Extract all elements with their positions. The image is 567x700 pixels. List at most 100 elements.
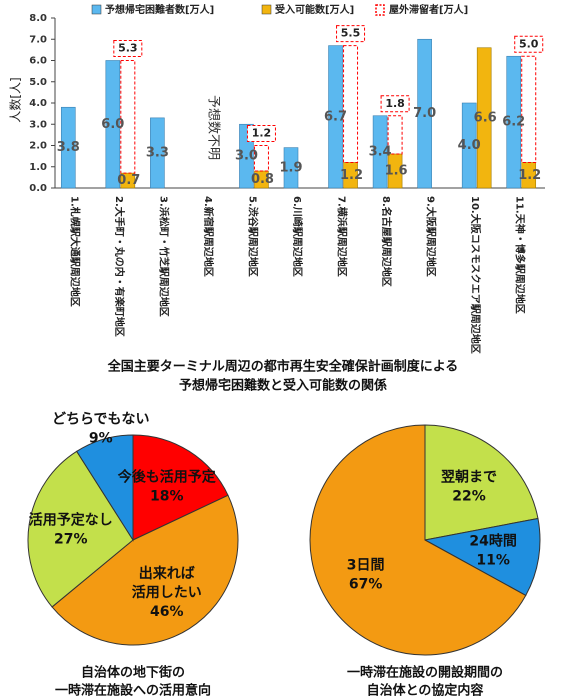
x-tick-label: 9.大阪駅周辺地区 <box>425 196 438 277</box>
bar <box>105 60 121 189</box>
y-tick-label: 0.0 <box>29 183 47 194</box>
y-tick-label: 4.0 <box>29 98 47 109</box>
chart-title: 自治体の地下街の <box>81 665 185 681</box>
value-label: 1.2 <box>340 168 363 183</box>
value-label: 3.3 <box>146 145 169 160</box>
pie-slice <box>27 450 134 608</box>
slice-value-label: 27% <box>54 532 88 548</box>
y-tick-label: 1.0 <box>29 162 47 173</box>
slice-value-label: 67% <box>349 577 383 593</box>
x-tick-label: 3.浜松町・竹芝駅周辺地区 <box>157 196 170 317</box>
legend-swatch <box>91 4 102 15</box>
slice-label: 活用したい <box>132 584 202 601</box>
chart-title: 一時滞在施設の開設期間の <box>347 665 503 681</box>
y-tick-label: 8.0 <box>29 13 47 24</box>
x-tick-label: 2.大手町・丸の内・有楽町地区 <box>113 196 126 337</box>
x-tick-label: 4.新宿駅周辺地区 <box>202 196 215 277</box>
bar <box>120 172 136 189</box>
bar <box>476 47 492 189</box>
outdoor-label: 5.3 <box>118 42 138 55</box>
bar <box>328 45 343 189</box>
chart-title: 予想帰宅困難数と受入可能数の関係 <box>179 378 387 394</box>
x-tick-label: 11.天神・博多駅周辺地区 <box>514 196 527 314</box>
outdoor-label: 5.5 <box>341 27 361 40</box>
value-label: 6.2 <box>502 115 525 130</box>
bar <box>60 106 76 189</box>
outdoor-label-box <box>336 25 366 43</box>
value-label: 3.0 <box>235 149 258 164</box>
value-label: 6.6 <box>474 110 497 125</box>
value-label: 7.0 <box>413 106 436 121</box>
y-tick-label: 7.0 <box>29 34 47 45</box>
slice-label: 出来れば <box>139 565 195 582</box>
outdoor-label-box <box>380 95 410 113</box>
bar <box>461 102 477 189</box>
slice-label: 今後も活用予定 <box>117 468 216 485</box>
outdoor-box <box>521 55 537 163</box>
value-label: 6.0 <box>101 117 124 132</box>
x-tick-label: 1.札幌駅大通駅周辺地区 <box>68 196 81 307</box>
bar <box>283 147 299 189</box>
category-note: 予想数不明 <box>205 95 221 160</box>
chart-title: 全国主要ターミナル周辺の都市再生安全確保計画制度による <box>107 359 459 375</box>
outdoor-label: 1.8 <box>385 97 405 110</box>
chart-title: 自治体との協定内容 <box>367 683 484 699</box>
x-tick-label: 6.川崎駅周辺地区 <box>291 196 304 277</box>
value-label: 4.0 <box>458 138 481 153</box>
bar <box>506 55 522 189</box>
value-label: 0.7 <box>117 173 140 188</box>
outdoor-box <box>387 115 403 155</box>
bar <box>387 153 403 189</box>
bar <box>150 117 165 189</box>
x-tick-label: 10.大阪コスモスクエア駅周辺地区 <box>469 196 482 354</box>
legend-label: 予想帰宅困難者数[万人] <box>105 3 214 16</box>
legend-swatch <box>261 4 272 15</box>
pie-slice <box>132 434 229 541</box>
value-label: 3.8 <box>57 140 80 155</box>
chart-title: 一時滞在施設への活用意向 <box>55 683 211 699</box>
outdoor-box <box>343 45 359 163</box>
y-tick-label: 5.0 <box>29 77 47 88</box>
y-axis-title: 人数[人] <box>8 77 23 122</box>
slice-value-label: 18% <box>150 488 184 504</box>
pie-slice <box>424 424 539 541</box>
slice-value-label: 22% <box>452 488 486 504</box>
legend-label: 屋外滞留者[万人] <box>389 3 468 16</box>
bar <box>372 115 388 189</box>
outdoor-label-box <box>246 125 276 142</box>
slice-label: 24時間 <box>469 532 516 549</box>
x-tick-label: 5.渋谷駅周辺地区 <box>246 196 259 277</box>
y-tick-label: 3.0 <box>29 119 47 130</box>
value-label: 1.6 <box>385 164 408 179</box>
legend-label: 受入可能数[万人] <box>275 3 354 16</box>
y-tick-label: 2.0 <box>29 141 47 152</box>
outdoor-label: 5.0 <box>519 37 539 50</box>
value-label: 0.8 <box>251 172 274 187</box>
value-label: 1.2 <box>518 168 541 183</box>
y-tick-label: 6.0 <box>29 56 47 67</box>
value-label: 6.7 <box>324 109 347 124</box>
pie-slice <box>309 424 527 656</box>
slice-value-label: 9% <box>89 431 113 447</box>
slice-label: 翌朝まで <box>441 468 497 485</box>
slice-value-label: 46% <box>150 604 184 620</box>
pie-slice <box>51 494 239 646</box>
value-label: 3.4 <box>369 144 392 159</box>
outdoor-box <box>253 145 269 172</box>
outdoor-label-box <box>113 40 143 57</box>
bar <box>417 38 432 189</box>
outdoor-label: 1.2 <box>252 127 272 140</box>
legend-swatch <box>375 4 385 16</box>
x-tick-label: 8.名古屋駅周辺地区 <box>380 196 393 287</box>
x-tick-label: 7.横浜駅周辺地区 <box>336 196 349 277</box>
slice-label: どちらでもない <box>52 412 150 428</box>
slice-label: 活用予定なし <box>29 512 113 529</box>
slice-value-label: 11% <box>476 552 510 568</box>
slice-label: 3日間 <box>347 558 385 574</box>
outdoor-box <box>120 60 136 174</box>
pie-slice <box>76 434 134 542</box>
outdoor-label-box <box>514 35 544 53</box>
value-label: 1.9 <box>279 160 302 175</box>
pie-slice <box>423 517 541 597</box>
